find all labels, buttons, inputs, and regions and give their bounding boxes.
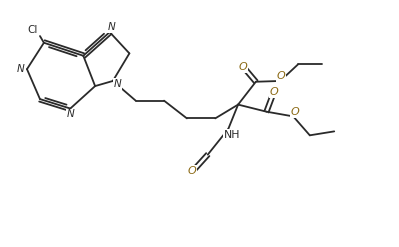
Text: O: O	[239, 62, 248, 72]
Text: O: O	[188, 166, 196, 176]
Text: N: N	[16, 64, 24, 74]
Text: NH: NH	[224, 130, 241, 140]
Text: O: O	[270, 87, 279, 97]
Text: O: O	[277, 71, 285, 81]
Text: O: O	[291, 107, 300, 117]
Text: N: N	[114, 79, 121, 89]
Text: Cl: Cl	[28, 25, 38, 35]
Text: N: N	[108, 22, 116, 32]
Text: N: N	[66, 109, 74, 120]
